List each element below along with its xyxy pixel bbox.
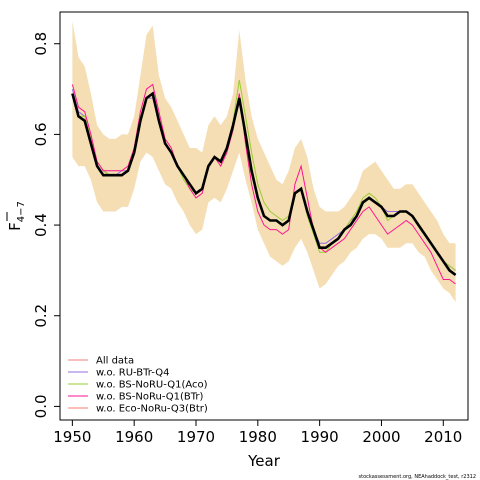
x-tick-label: 1970 <box>177 428 215 446</box>
y-tick-label: 0.6 <box>32 122 50 146</box>
legend-label: w.o. RU-BTr-Q4 <box>96 368 169 379</box>
plot-frame <box>59 11 469 421</box>
credit-text: stockassessment.org, NEAhaddock_test, r2… <box>359 474 476 480</box>
y-axis: 0.0 0.2 0.4 0.6 0.8 <box>32 32 60 418</box>
y-axis-title-subscript: 4−7 <box>16 201 27 222</box>
x-tick-label: 1980 <box>239 428 277 446</box>
y-tick-label: 0.0 <box>32 394 50 418</box>
x-tick-label: 1960 <box>115 428 153 446</box>
x-axis-title: Year <box>247 452 281 470</box>
legend-label: All data <box>96 356 134 367</box>
estimate-layer <box>71 91 457 276</box>
y-tick-label: 0.8 <box>32 32 50 56</box>
x-axis: 1950 1960 1970 1980 1990 2000 2010 <box>53 420 462 446</box>
legend-label: w.o. Eco-NoRu-Q3(Btr) <box>96 404 208 415</box>
y-axis-title: F4−7 <box>6 201 27 231</box>
x-tick-label: 1950 <box>53 428 91 446</box>
y-axis-title-main: F <box>6 222 24 231</box>
x-tick-label: 2010 <box>424 428 462 446</box>
x-tick-label: 1990 <box>301 428 339 446</box>
confidence-band-layer <box>72 21 456 303</box>
y-tick-label: 0.2 <box>32 304 50 328</box>
y-tick-label: 0.4 <box>32 213 50 237</box>
confidence-band <box>72 21 456 303</box>
legend-label: w.o. BS-NoRU-Q1(Aco) <box>96 380 208 391</box>
estimate-line <box>71 91 457 276</box>
svg-text:F4−7: F4−7 <box>6 201 27 231</box>
legend-label: w.o. BS-NoRu-Q1(BTr) <box>96 392 204 403</box>
x-tick-label: 2000 <box>362 428 400 446</box>
